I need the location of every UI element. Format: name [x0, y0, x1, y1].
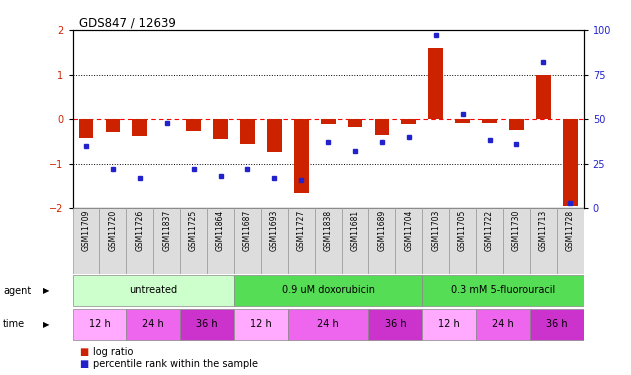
Bar: [126, 208, 153, 274]
Text: GSM11687: GSM11687: [243, 210, 252, 251]
Text: ■: ■: [79, 359, 88, 369]
Text: GSM11681: GSM11681: [351, 210, 360, 251]
Bar: [422, 309, 476, 340]
Bar: [315, 208, 341, 274]
Text: GSM11727: GSM11727: [297, 210, 305, 251]
Bar: [396, 208, 422, 274]
Bar: [369, 309, 422, 340]
Text: time: time: [3, 320, 25, 329]
Bar: [401, 119, 416, 124]
Bar: [79, 119, 93, 138]
Text: GSM11689: GSM11689: [377, 210, 386, 251]
Bar: [536, 75, 551, 119]
Text: ■: ■: [79, 347, 88, 357]
Text: 0.9 uM doxorubicin: 0.9 uM doxorubicin: [281, 285, 375, 295]
Text: GSM11722: GSM11722: [485, 210, 494, 251]
Bar: [503, 208, 530, 274]
Bar: [180, 309, 234, 340]
Bar: [288, 309, 369, 340]
Text: GSM11720: GSM11720: [109, 210, 117, 251]
Text: GDS847 / 12639: GDS847 / 12639: [79, 17, 176, 30]
Text: 24 h: 24 h: [143, 319, 164, 329]
Bar: [153, 208, 180, 274]
Text: 36 h: 36 h: [384, 319, 406, 329]
Text: 0.3 mM 5-fluorouracil: 0.3 mM 5-fluorouracil: [451, 285, 555, 295]
Bar: [73, 275, 234, 306]
Bar: [422, 275, 584, 306]
Bar: [530, 309, 584, 340]
Bar: [234, 309, 288, 340]
Text: GSM11728: GSM11728: [566, 210, 575, 251]
Text: GSM11713: GSM11713: [539, 210, 548, 251]
Bar: [126, 309, 180, 340]
Text: agent: agent: [3, 286, 32, 296]
Bar: [240, 119, 255, 144]
Bar: [369, 208, 396, 274]
Text: GSM11726: GSM11726: [135, 210, 144, 251]
Bar: [288, 208, 315, 274]
Bar: [455, 119, 470, 123]
Text: percentile rank within the sample: percentile rank within the sample: [93, 359, 257, 369]
Bar: [557, 208, 584, 274]
Bar: [422, 208, 449, 274]
Bar: [213, 119, 228, 139]
Text: GSM11703: GSM11703: [431, 210, 440, 252]
Text: 24 h: 24 h: [317, 319, 339, 329]
Text: log ratio: log ratio: [93, 347, 133, 357]
Bar: [482, 119, 497, 123]
Bar: [73, 309, 126, 340]
Bar: [234, 275, 422, 306]
Text: GSM11693: GSM11693: [270, 210, 279, 252]
Bar: [186, 119, 201, 131]
Bar: [476, 208, 503, 274]
Text: GSM11704: GSM11704: [404, 210, 413, 252]
Text: 12 h: 12 h: [439, 319, 460, 329]
Bar: [267, 119, 281, 153]
Text: ▶: ▶: [43, 320, 49, 329]
Bar: [105, 119, 121, 132]
Text: 12 h: 12 h: [88, 319, 110, 329]
Text: GSM11838: GSM11838: [324, 210, 333, 251]
Bar: [428, 48, 443, 119]
Bar: [321, 119, 336, 124]
Bar: [341, 208, 369, 274]
Text: GSM11864: GSM11864: [216, 210, 225, 251]
Bar: [476, 309, 530, 340]
Bar: [100, 208, 126, 274]
Text: GSM11730: GSM11730: [512, 210, 521, 252]
Text: GSM11705: GSM11705: [458, 210, 467, 252]
Bar: [180, 208, 207, 274]
Text: untreated: untreated: [129, 285, 177, 295]
Text: 36 h: 36 h: [546, 319, 568, 329]
Bar: [348, 119, 362, 127]
Text: GSM11725: GSM11725: [189, 210, 198, 251]
Bar: [563, 119, 577, 206]
Text: 36 h: 36 h: [196, 319, 218, 329]
Bar: [73, 208, 100, 274]
Bar: [449, 208, 476, 274]
Text: GSM11837: GSM11837: [162, 210, 171, 251]
Bar: [234, 208, 261, 274]
Bar: [133, 119, 147, 136]
Text: GSM11709: GSM11709: [81, 210, 90, 252]
Text: 12 h: 12 h: [250, 319, 272, 329]
Bar: [261, 208, 288, 274]
Bar: [530, 208, 557, 274]
Text: 24 h: 24 h: [492, 319, 514, 329]
Bar: [509, 119, 524, 130]
Text: ▶: ▶: [43, 286, 49, 295]
Bar: [294, 119, 309, 192]
Bar: [207, 208, 234, 274]
Bar: [375, 119, 389, 135]
